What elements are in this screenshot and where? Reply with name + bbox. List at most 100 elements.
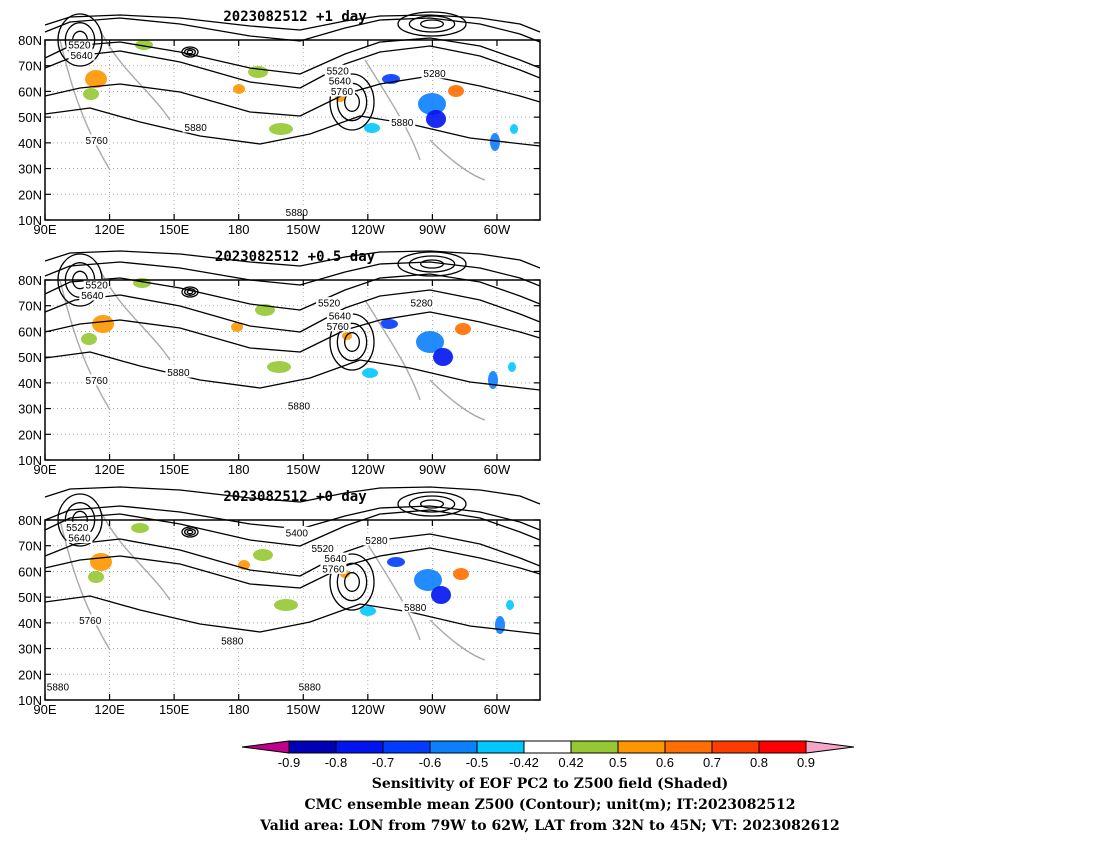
lon-tick-label: 150W bbox=[286, 702, 321, 717]
svg-text:5280: 5280 bbox=[411, 299, 434, 310]
svg-text:5640: 5640 bbox=[329, 77, 352, 88]
contour-label: 5520 bbox=[83, 279, 110, 292]
map-background bbox=[45, 280, 540, 460]
contour-label: 5400 bbox=[283, 526, 310, 539]
sensitivity-shading bbox=[253, 549, 273, 561]
lon-tick-label: 120W bbox=[351, 462, 386, 477]
lon-tick-label: 60W bbox=[484, 702, 511, 717]
coastline bbox=[364, 299, 421, 401]
lat-tick-label: 80N bbox=[18, 273, 42, 288]
lat-tick-label: 50N bbox=[18, 590, 42, 605]
contour-label: 5760 bbox=[77, 614, 104, 627]
sensitivity-shading bbox=[453, 568, 469, 580]
contour-label: 5760 bbox=[329, 85, 355, 98]
colorbar-swatch bbox=[523, 740, 572, 754]
svg-text:5760: 5760 bbox=[331, 87, 354, 98]
panel-title: 2023082512 +0 day bbox=[223, 489, 367, 505]
z500-contour bbox=[44, 107, 541, 147]
svg-text:5880: 5880 bbox=[404, 603, 427, 614]
z500-contour bbox=[44, 37, 541, 75]
lat-tick-label: 30N bbox=[18, 642, 42, 657]
coastline bbox=[429, 619, 486, 661]
sensitivity-shading bbox=[431, 586, 451, 604]
lon-tick-label: 150W bbox=[286, 462, 321, 477]
lon-tick-label: 60W bbox=[484, 462, 511, 477]
z500-closed-contour bbox=[420, 259, 444, 269]
z500-closed-contour bbox=[408, 255, 456, 273]
panels-layer: 2023082512 +1 day55205640552056405760528… bbox=[18, 9, 541, 717]
coastline bbox=[429, 139, 486, 181]
lon-tick-label: 90E bbox=[33, 462, 56, 477]
colorbar-swatch bbox=[335, 740, 384, 754]
z500-closed-contour bbox=[184, 288, 196, 296]
sensitivity-shading bbox=[433, 348, 453, 366]
z500-closed-contour bbox=[186, 49, 194, 55]
map-frame bbox=[44, 279, 541, 461]
contour-label: 5880 bbox=[389, 116, 416, 129]
svg-text:5520: 5520 bbox=[312, 544, 335, 555]
z500-closed-contour bbox=[397, 251, 467, 277]
sensitivity-shading bbox=[81, 333, 97, 345]
z500-closed-contour bbox=[420, 19, 444, 29]
colorbar-label: -0.7 bbox=[372, 755, 394, 770]
contour-label: 5640 bbox=[79, 289, 106, 302]
contour-label: 5760 bbox=[83, 134, 110, 147]
lat-tick-label: 50N bbox=[18, 350, 42, 365]
svg-text:5760: 5760 bbox=[322, 564, 345, 575]
panel-title: 2023082512 +1 day bbox=[223, 9, 367, 25]
lat-tick-label: 20N bbox=[18, 187, 42, 202]
coastline bbox=[429, 379, 486, 421]
z500-contour bbox=[44, 75, 541, 117]
z500-closed-contour bbox=[184, 528, 196, 536]
coastline bbox=[59, 519, 111, 651]
lat-tick-label: 40N bbox=[18, 616, 42, 631]
contour-label: 5640 bbox=[326, 75, 353, 88]
coastline bbox=[59, 279, 111, 411]
contour-label: 5280 bbox=[363, 534, 390, 547]
z500-closed-contour bbox=[181, 46, 199, 58]
lon-tick-label: 90E bbox=[33, 222, 56, 237]
svg-text:5880: 5880 bbox=[185, 123, 208, 134]
svg-text:5760: 5760 bbox=[327, 322, 350, 333]
sensitivity-shading bbox=[490, 133, 500, 151]
z500-closed-contour bbox=[181, 526, 199, 538]
caption-line-2: CMC ensemble mean Z500 (Contour); unit(m… bbox=[304, 797, 796, 813]
colorbar-label: 0.5 bbox=[609, 755, 627, 770]
contour-label: 5880 bbox=[283, 206, 310, 219]
contour-label: 5520 bbox=[64, 521, 91, 534]
lat-tick-label: 60N bbox=[18, 324, 42, 339]
lon-tick-label: 120W bbox=[351, 702, 386, 717]
colorbar-right-extension bbox=[805, 740, 855, 754]
lat-tick-label: 30N bbox=[18, 162, 42, 177]
z500-closed-contour bbox=[397, 491, 467, 517]
svg-text:5640: 5640 bbox=[329, 312, 352, 323]
svg-text:5400: 5400 bbox=[286, 528, 309, 539]
contour-label: 5640 bbox=[68, 49, 95, 62]
svg-text:5520: 5520 bbox=[327, 66, 350, 77]
coastline bbox=[99, 509, 171, 601]
svg-text:5520: 5520 bbox=[68, 41, 91, 52]
caption-line-3: Valid area: LON from 79W to 62W, LAT fro… bbox=[260, 818, 840, 834]
sensitivity-shading bbox=[448, 85, 464, 97]
contour-label: 5640 bbox=[66, 532, 93, 545]
coastline bbox=[364, 59, 421, 161]
colorbar-swatch bbox=[664, 740, 713, 754]
colorbar-label: -0.8 bbox=[325, 755, 347, 770]
colorbar-label: 0.7 bbox=[703, 755, 721, 770]
sensitivity-shading bbox=[455, 323, 471, 335]
lat-tick-label: 70N bbox=[18, 299, 42, 314]
sensitivity-shading bbox=[495, 616, 505, 634]
colorbar-swatch bbox=[711, 740, 760, 754]
sensitivity-shading bbox=[360, 606, 376, 616]
lat-tick-label: 30N bbox=[18, 402, 42, 417]
sensitivity-shading bbox=[274, 599, 298, 611]
sensitivity-shading bbox=[267, 361, 291, 373]
sensitivity-shading bbox=[488, 371, 498, 389]
sensitivity-shading bbox=[362, 368, 378, 378]
map-frame bbox=[44, 39, 541, 221]
sensitivity-shading bbox=[508, 362, 516, 372]
z500-closed-contour bbox=[186, 289, 194, 295]
lat-tick-label: 10N bbox=[18, 213, 42, 228]
z500-closed-contour bbox=[420, 499, 444, 509]
svg-text:5520: 5520 bbox=[318, 299, 341, 310]
